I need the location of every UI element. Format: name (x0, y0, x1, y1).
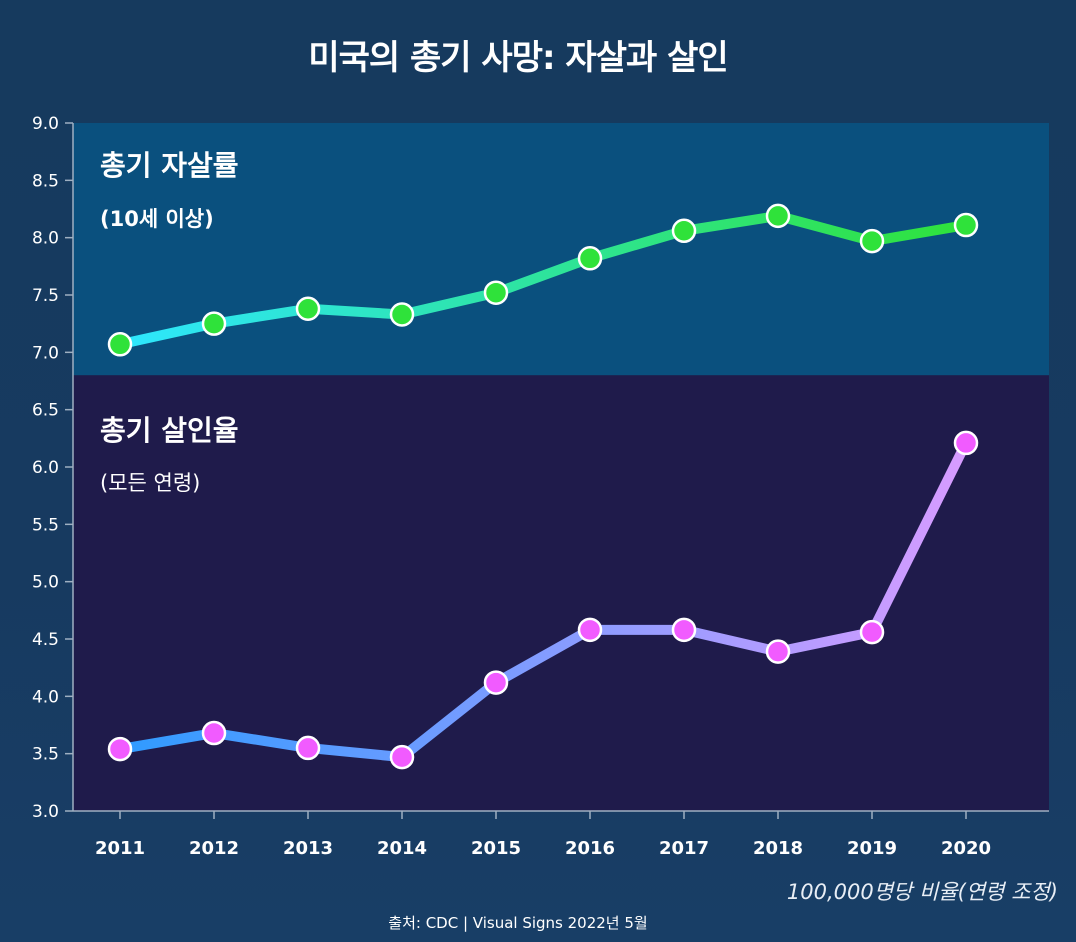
x-tick-label: 2018 (753, 838, 803, 859)
line-chart: 3.03.54.04.55.05.56.06.57.07.58.08.59.0 … (32, 114, 1049, 859)
suicide-point-2015 (483, 280, 509, 305)
homicide-point-2017 (671, 617, 697, 643)
homicide-series-subtitle: (모든 연령) (100, 471, 200, 495)
x-tick-label: 2016 (565, 838, 615, 859)
x-tick-label: 2017 (659, 838, 709, 859)
y-tick-label: 3.5 (32, 745, 59, 765)
suicide-rate-line (115, 210, 971, 350)
y-tick-label: 9.0 (32, 114, 59, 134)
y-tick-label: 4.0 (32, 687, 59, 707)
suicide-point-2017 (671, 218, 697, 244)
y-tick-label: 4.5 (32, 630, 59, 650)
y-tick-label: 7.5 (32, 286, 59, 306)
x-tick-label: 2019 (847, 838, 897, 859)
homicide-point-2014 (389, 744, 415, 770)
suicide-point-2014 (389, 302, 415, 327)
suicide-point-2012 (201, 311, 227, 336)
x-axis-ticks: 2011 2012 2013 2014 2015 2016 2017 2018 2019 2020 (95, 811, 991, 859)
y-axis-ticks: 3.0 3.5 4.0 4.5 5.0 5.5 6.0 6.5 7.0 7.5 8.0 8.5 9.0 (32, 114, 73, 822)
y-tick-label: 5.5 (32, 515, 59, 535)
y-tick-label: 6.0 (32, 458, 59, 478)
y-tick-label: 5.0 (32, 573, 59, 593)
suicide-point-2020 (953, 212, 979, 238)
homicide-point-2019 (859, 619, 885, 645)
homicide-series-label: 총기 살인율 (100, 414, 239, 447)
suicide-band-background (73, 123, 1049, 376)
y-tick-label: 3.0 (32, 802, 59, 822)
y-tick-label: 8.0 (32, 229, 59, 249)
x-tick-label: 2015 (471, 838, 521, 859)
y-tick-label: 6.5 (32, 401, 59, 421)
suicide-series-subtitle: (10세 이상) (100, 207, 214, 231)
homicide-point-2012 (201, 720, 227, 746)
homicide-point-2018 (765, 639, 791, 664)
series-lines (107, 203, 979, 770)
unit-note: 100,000명당 비율(연령 조정) (786, 880, 1058, 904)
homicide-rate-line (115, 437, 971, 763)
homicide-point-2016 (577, 617, 603, 643)
source-credit: 출처: CDC | Visual Signs 2022년 5월 (388, 914, 648, 932)
suicide-series-label: 총기 자살률 (100, 149, 239, 182)
suicide-point-2011 (107, 332, 133, 357)
suicide-point-2016 (577, 246, 603, 271)
suicide-point-2018 (765, 203, 791, 229)
homicide-point-2013 (295, 735, 321, 761)
suicide-point-2019 (859, 228, 885, 254)
x-tick-label: 2011 (95, 838, 145, 859)
x-tick-label: 2012 (189, 838, 239, 859)
chart-title: 미국의 총기 사망: 자살과 살인 (308, 38, 728, 78)
y-tick-label: 8.5 (32, 171, 59, 191)
x-tick-label: 2020 (941, 838, 991, 859)
homicide-point-2020 (953, 430, 979, 456)
homicide-point-2011 (107, 736, 133, 762)
x-tick-label: 2013 (283, 838, 333, 859)
y-tick-label: 7.0 (32, 343, 59, 363)
suicide-point-2013 (295, 296, 321, 322)
homicide-point-2015 (483, 670, 509, 695)
x-tick-label: 2014 (377, 838, 427, 859)
